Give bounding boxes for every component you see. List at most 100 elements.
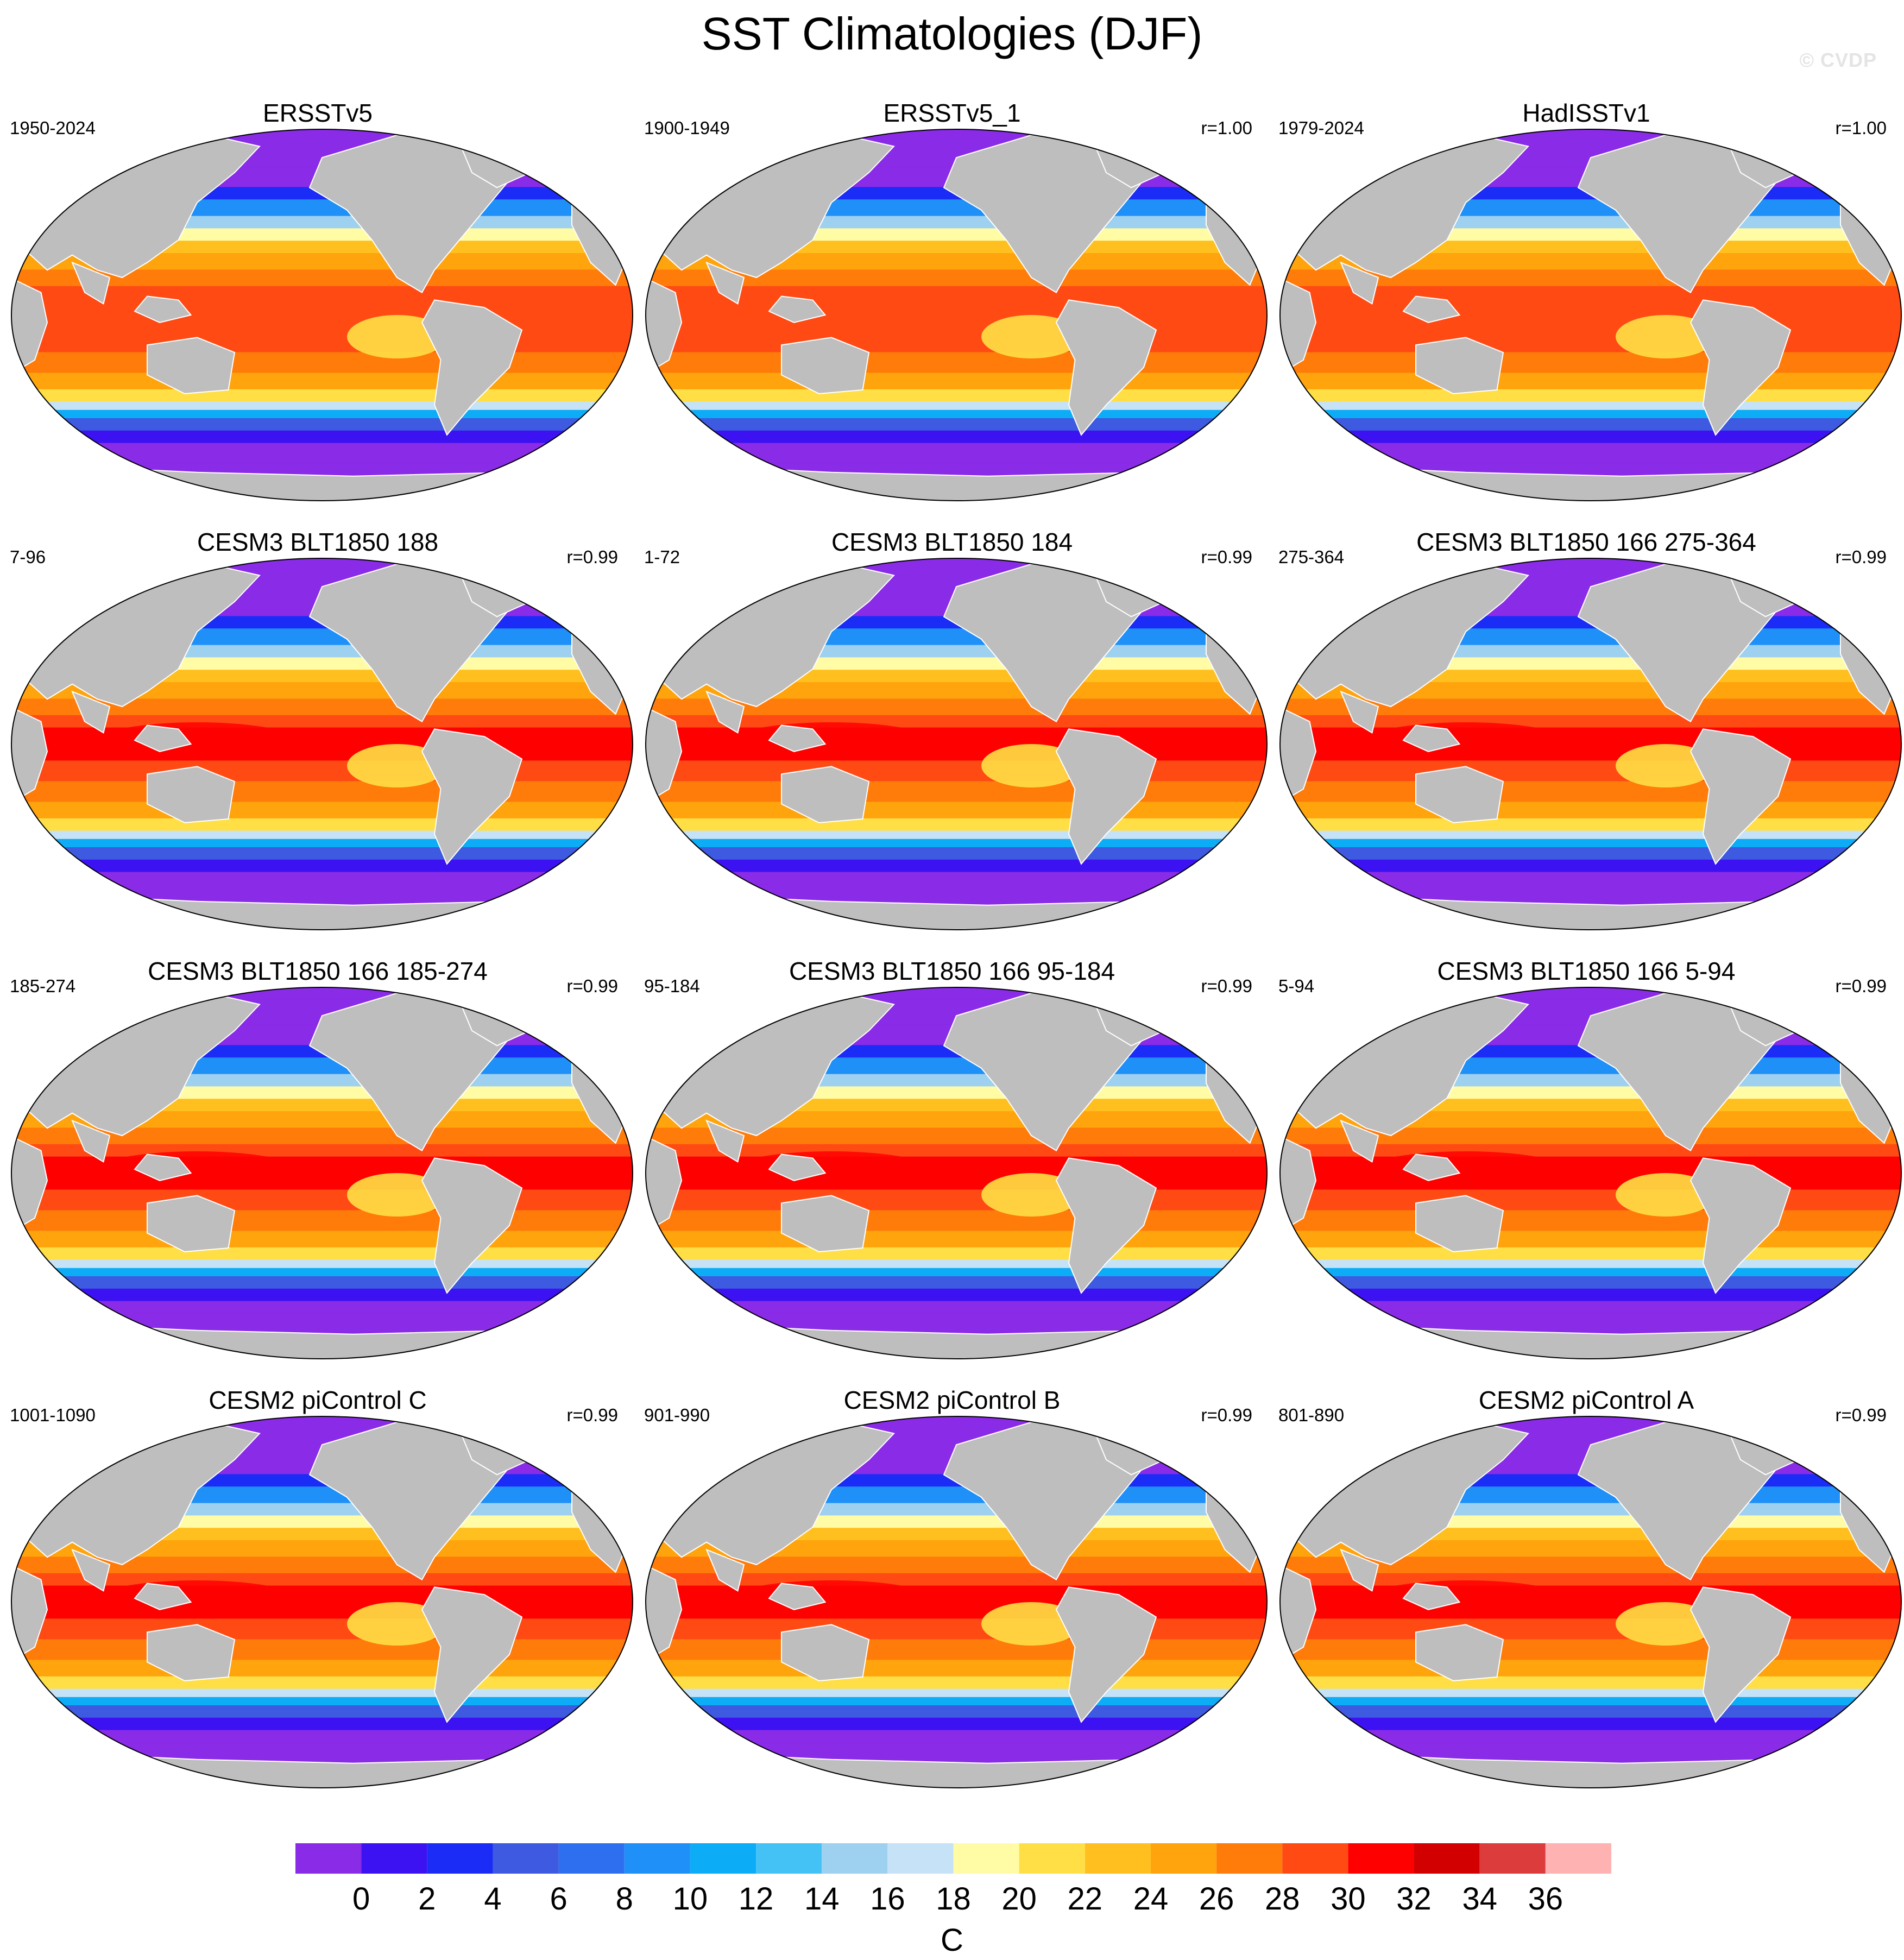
sst-band [1280,1680,1901,1685]
panel-years: 1950-2024 [10,118,96,138]
sst-band [1280,1326,1901,1331]
colorbar-swatch [887,1843,954,1874]
sst-band [1280,1668,1901,1673]
sst-band [646,1668,1267,1673]
land-mass [134,1154,192,1181]
sst-band [646,789,1267,794]
sst-band [1280,154,1901,159]
sst-band [11,274,633,279]
sst-band [646,1643,1267,1648]
sst-band [646,1086,1267,1091]
sst-band [646,1647,1267,1652]
sst-band [11,657,633,662]
sst-band [646,566,1267,571]
sst-band [11,888,633,893]
sst-band [646,1309,1267,1314]
sst-band [1280,426,1901,431]
sst-band [646,1313,1267,1318]
sst-band [11,1144,633,1149]
sst-band [646,814,1267,819]
sst-band [646,1697,1267,1701]
sst-band [646,1606,1267,1611]
sst-band [646,1536,1267,1541]
sst-band [646,703,1267,708]
sst-band [11,385,633,390]
sst-band [1280,1301,1901,1306]
sst-band [646,579,1267,584]
sst-band [1280,1660,1901,1665]
sst-map [645,1416,1268,1788]
sst-band [1280,1218,1901,1223]
sst-band [11,1181,633,1186]
sst-band [11,1717,633,1722]
sst-band [1280,455,1901,460]
sst-band [646,368,1267,373]
sst-band [1280,1094,1901,1099]
sst-band [646,859,1267,864]
sst-band [11,707,633,711]
sst-band [11,306,633,311]
sst-band [646,855,1267,860]
sst-band [646,1297,1267,1302]
sst-band [646,1329,1267,1334]
sst-band [646,439,1267,444]
cold-tongue [347,1173,447,1217]
sst-band [11,1070,633,1075]
sst-band [11,760,633,765]
sst-band [1280,880,1901,885]
sst-band [1280,1536,1901,1541]
sst-band [11,1194,633,1199]
sst-band [646,443,1267,448]
land-mass [147,337,236,394]
sst-band [1280,645,1901,650]
sst-band [1280,649,1901,654]
sst-band [1280,1173,1901,1178]
colorbar-swatch [558,1843,625,1874]
sst-band [11,1685,633,1690]
sst-band [646,670,1267,675]
sst-band [646,851,1267,856]
sst-band [646,752,1267,757]
colorbar-tick-label: 28 [1265,1881,1300,1917]
sst-band [1280,558,1901,563]
sst-band [646,876,1267,881]
sst-band [1280,137,1901,142]
sst-band [646,1259,1267,1264]
sst-band [646,1326,1267,1331]
sst-band [11,1705,633,1710]
sst-band [1280,228,1901,233]
sst-band [646,1321,1267,1326]
cold-tongue [981,315,1081,358]
sst-band [1280,1565,1901,1570]
sst-band [11,839,633,843]
sst-band [646,765,1267,770]
sst-band [1280,711,1901,716]
sst-band [11,1528,633,1533]
colorbar-tick-label: 8 [616,1881,633,1917]
sst-band [646,1420,1267,1425]
sst-band [11,765,633,770]
sst-band [11,286,633,291]
colorbar-tick-label: 4 [484,1881,501,1917]
sst-band [646,698,1267,703]
sst-band [1280,1256,1901,1261]
sst-band [1280,282,1901,287]
sst-band [11,1552,633,1557]
sst-band [11,352,633,357]
sst-band [11,1256,633,1261]
sst-band [646,228,1267,233]
sst-band [646,278,1267,282]
sst-band [646,665,1267,670]
sst-band [11,1416,633,1421]
sst-band [11,814,633,819]
sst-band [1280,777,1901,782]
sst-band [11,1235,633,1240]
sst-band [646,1012,1267,1017]
sst-band [11,1536,633,1541]
sst-band [646,1198,1267,1202]
land-mass [11,1135,48,1234]
sst-band [11,344,633,349]
sst-band [646,707,1267,711]
sst-band [11,1231,633,1236]
sst-band [11,1627,633,1631]
